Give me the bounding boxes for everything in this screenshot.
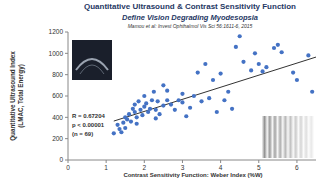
svg-text:3: 3 — [181, 164, 185, 171]
svg-text:800: 800 — [52, 71, 63, 78]
html-text:Contrast Sensitivity Function:: Contrast Sensitivity Function: Weber Ind… — [123, 172, 263, 178]
svg-text:5: 5 — [257, 164, 261, 171]
html-text:Quantitative Ultrasound & Cont: Quantitative Ultrasound & Contrast Sensi… — [84, 2, 296, 11]
svg-text:0: 0 — [66, 164, 70, 171]
svg-text:200: 200 — [52, 135, 63, 142]
html-text:R = 0.67204: R = 0.67204 — [72, 113, 105, 119]
html-text:(LMAC, Total Energy): (LMAC, Total Energy) — [17, 64, 24, 128]
html-text:Define Vision Degrading Myodes: Define Vision Degrading Myodesopsia — [122, 13, 258, 22]
html-text:Mamou et al: Invest Ophthalmol: Mamou et al: Invest Ophthalmol Vis Sci 5… — [127, 23, 253, 29]
svg-text:2: 2 — [142, 164, 146, 171]
html-text:(n = 69): (n = 69) — [72, 131, 94, 137]
html-text:p < 0.00001: p < 0.00001 — [72, 122, 105, 128]
html-text:Quantitative Ultrasound Index: Quantitative Ultrasound Index — [9, 51, 16, 141]
svg-text:4: 4 — [219, 164, 223, 171]
svg-text:1: 1 — [104, 164, 108, 171]
svg-text:1200: 1200 — [49, 28, 64, 35]
svg-text:0: 0 — [59, 156, 63, 163]
svg-text:6: 6 — [295, 164, 299, 171]
svg-text:600: 600 — [52, 92, 63, 99]
svg-text:1000: 1000 — [49, 50, 64, 57]
svg-text:400: 400 — [52, 114, 63, 121]
